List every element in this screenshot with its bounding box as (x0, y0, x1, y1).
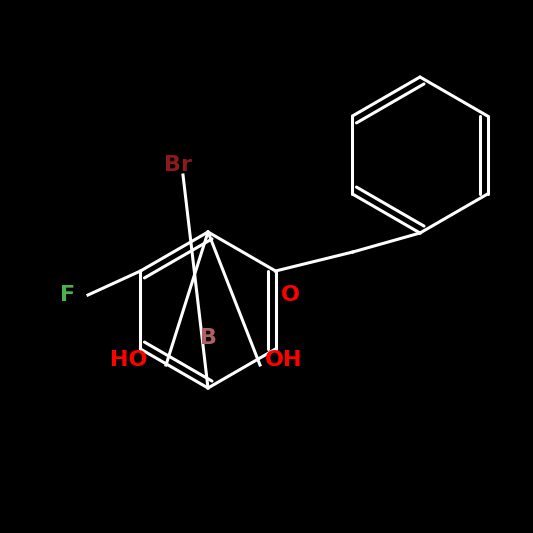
Text: F: F (60, 285, 76, 305)
Text: OH: OH (265, 350, 303, 370)
Text: Br: Br (164, 155, 192, 175)
Text: HO: HO (110, 350, 148, 370)
Text: B: B (199, 328, 216, 348)
Text: O: O (280, 285, 300, 305)
